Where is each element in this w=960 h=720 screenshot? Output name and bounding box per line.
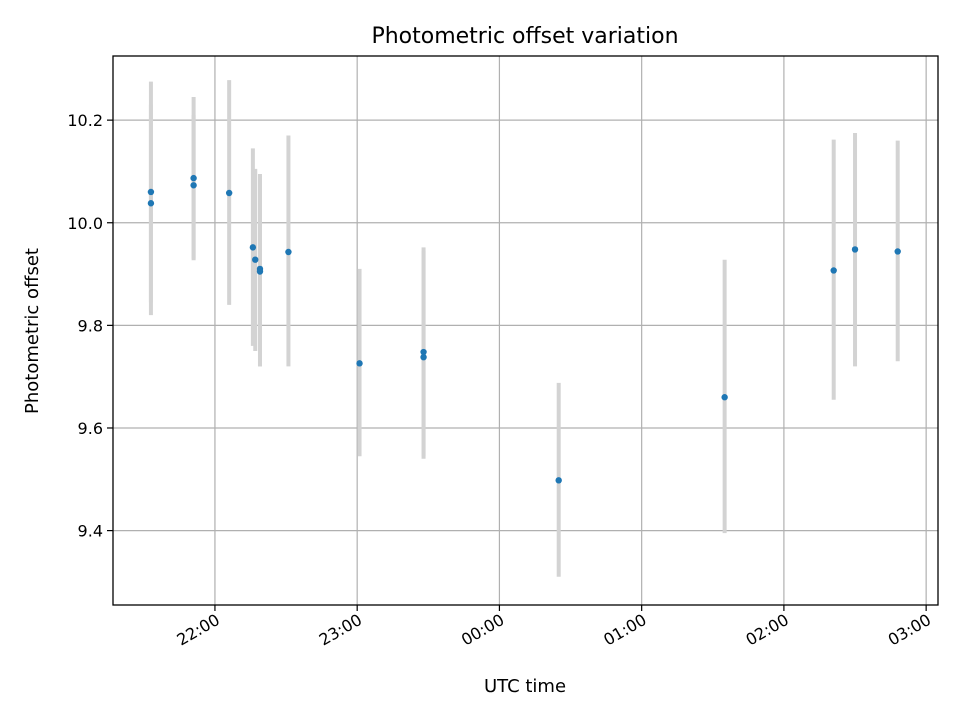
y-tick-label: 9.6 [78,419,103,438]
data-point [721,394,728,401]
y-tick-label: 10.2 [67,111,103,130]
data-point [256,268,264,275]
data-points [147,174,901,484]
data-point [285,248,292,256]
data-point [851,246,859,253]
plot-frame [112,55,939,606]
data-point [252,256,259,263]
data-point [420,348,427,356]
data-point [894,248,901,255]
y-axis-label: Photometric offset [22,248,43,414]
x-tick-label: 02:00 [742,610,791,650]
x-axis-label: UTC time [484,676,566,697]
data-point [190,174,197,182]
x-tick-label: 03:00 [885,610,934,650]
x-tick-label: 00:00 [458,610,507,650]
data-point [147,200,155,207]
data-point [147,188,155,196]
x-tick-label: 22:00 [174,610,223,650]
x-tick-label: 01:00 [600,610,649,650]
data-point [225,189,233,197]
data-point [555,477,562,484]
y-tick-label: 9.8 [78,316,103,335]
y-tick-label: 9.4 [78,522,103,541]
data-point [190,182,197,189]
data-point [356,360,363,367]
grid [113,56,938,605]
x-tick-label: 23:00 [316,610,365,650]
errorbars [148,80,900,577]
chart-title: Photometric offset variation [371,24,678,49]
data-point [420,353,427,361]
y-axis-ticks: 9.4 9.6 9.8 10.0 10.2 [67,111,113,541]
data-point [830,267,837,274]
x-axis-ticks: 22:00 23:00 00:00 01:00 02:00 03:00 [174,605,934,650]
data-point [249,244,257,251]
y-tick-label: 10.0 [67,214,103,233]
